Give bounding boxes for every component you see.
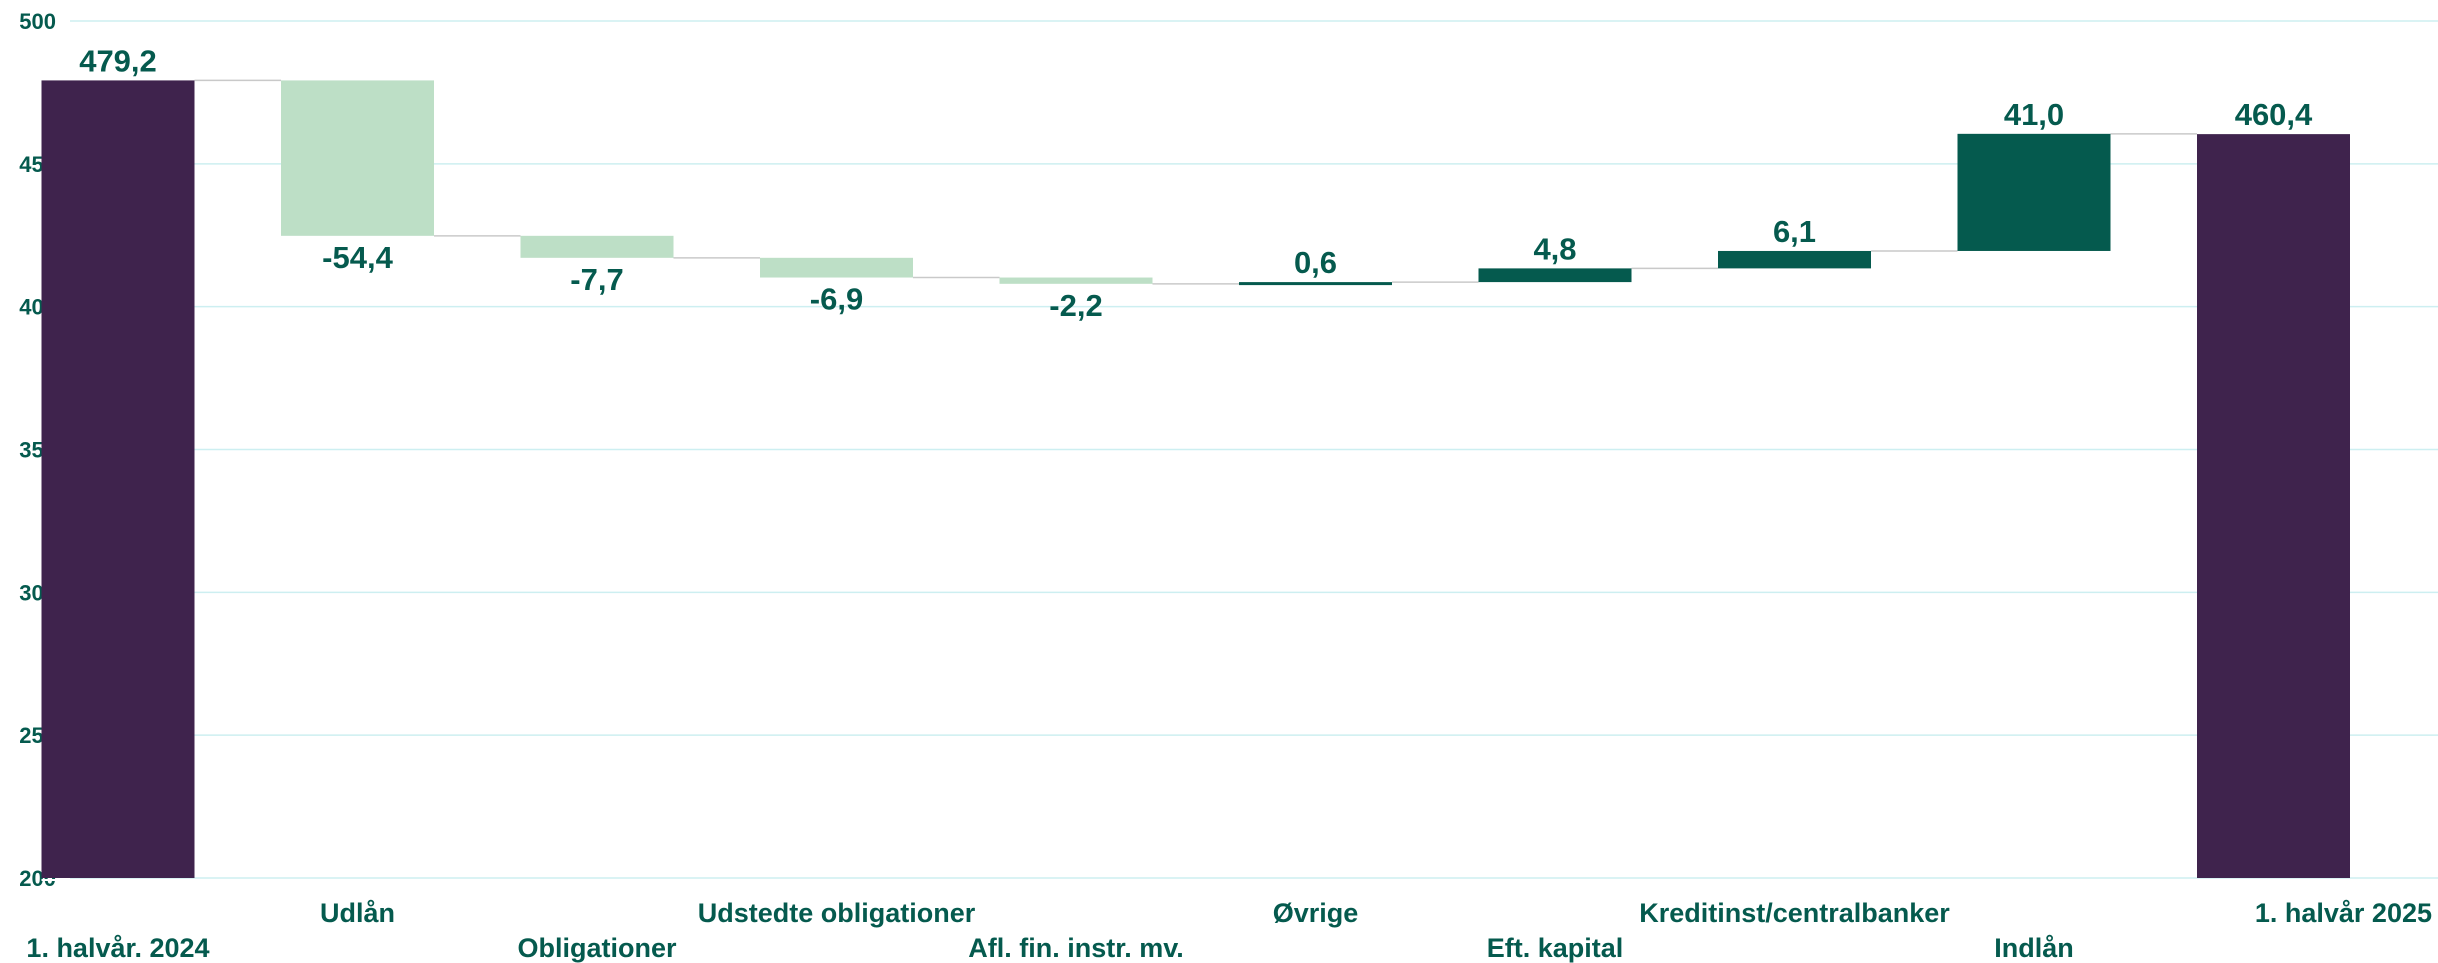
x-category-label: Kreditinst/centralbanker — [1639, 898, 1950, 928]
data-label: 460,4 — [2235, 97, 2313, 132]
data-label: -7,7 — [570, 262, 623, 297]
bar-9 — [1957, 133, 2111, 251]
data-label: 479,2 — [79, 43, 157, 78]
bar-1 — [41, 80, 195, 879]
x-category-label: Øvrige — [1273, 898, 1359, 928]
data-label: -6,9 — [810, 282, 863, 317]
data-label: 4,8 — [1533, 231, 1576, 266]
bar-8 — [1718, 250, 1871, 269]
x-category-label: Obligationer — [517, 933, 677, 963]
x-category-label: Eft. kapital — [1487, 933, 1624, 963]
bars — [41, 80, 2350, 881]
bar-4 — [760, 257, 913, 278]
data-label: -2,2 — [1049, 288, 1102, 323]
connectors — [194, 79, 2197, 285]
bar-7 — [1478, 268, 1632, 283]
x-category-label: Udstedte obligationer — [698, 898, 976, 928]
data-labels: 479,2 -54,4 -7,7 -6,9 -2,2 0,6 4,8 6,1 41,0 460,4 — [79, 43, 2313, 322]
bar-6 — [1239, 282, 1392, 286]
bar-10 — [2197, 134, 2350, 878]
x-axis: 1. halvår. 2024 Udlån Obligationer Udstedte… — [26, 898, 2432, 963]
bar-5 — [999, 277, 1153, 284]
y-tick-label: 500 — [19, 9, 56, 34]
bar-2 — [281, 80, 434, 236]
bar-3 — [520, 235, 674, 258]
data-label: 0,6 — [1294, 245, 1337, 280]
x-category-label: 1. halvår 2025 — [2255, 898, 2432, 928]
x-category-label: 1. halvår. 2024 — [26, 933, 209, 963]
x-category-label: Udlån — [320, 898, 395, 928]
x-category-label: Afl. fin. instr. mv. — [968, 933, 1184, 963]
gridlines — [70, 20, 2438, 879]
data-label: 6,1 — [1773, 214, 1816, 249]
data-label: 41,0 — [2004, 97, 2064, 132]
data-label: -54,4 — [322, 240, 393, 275]
x-category-label: Indlån — [1994, 933, 2074, 963]
